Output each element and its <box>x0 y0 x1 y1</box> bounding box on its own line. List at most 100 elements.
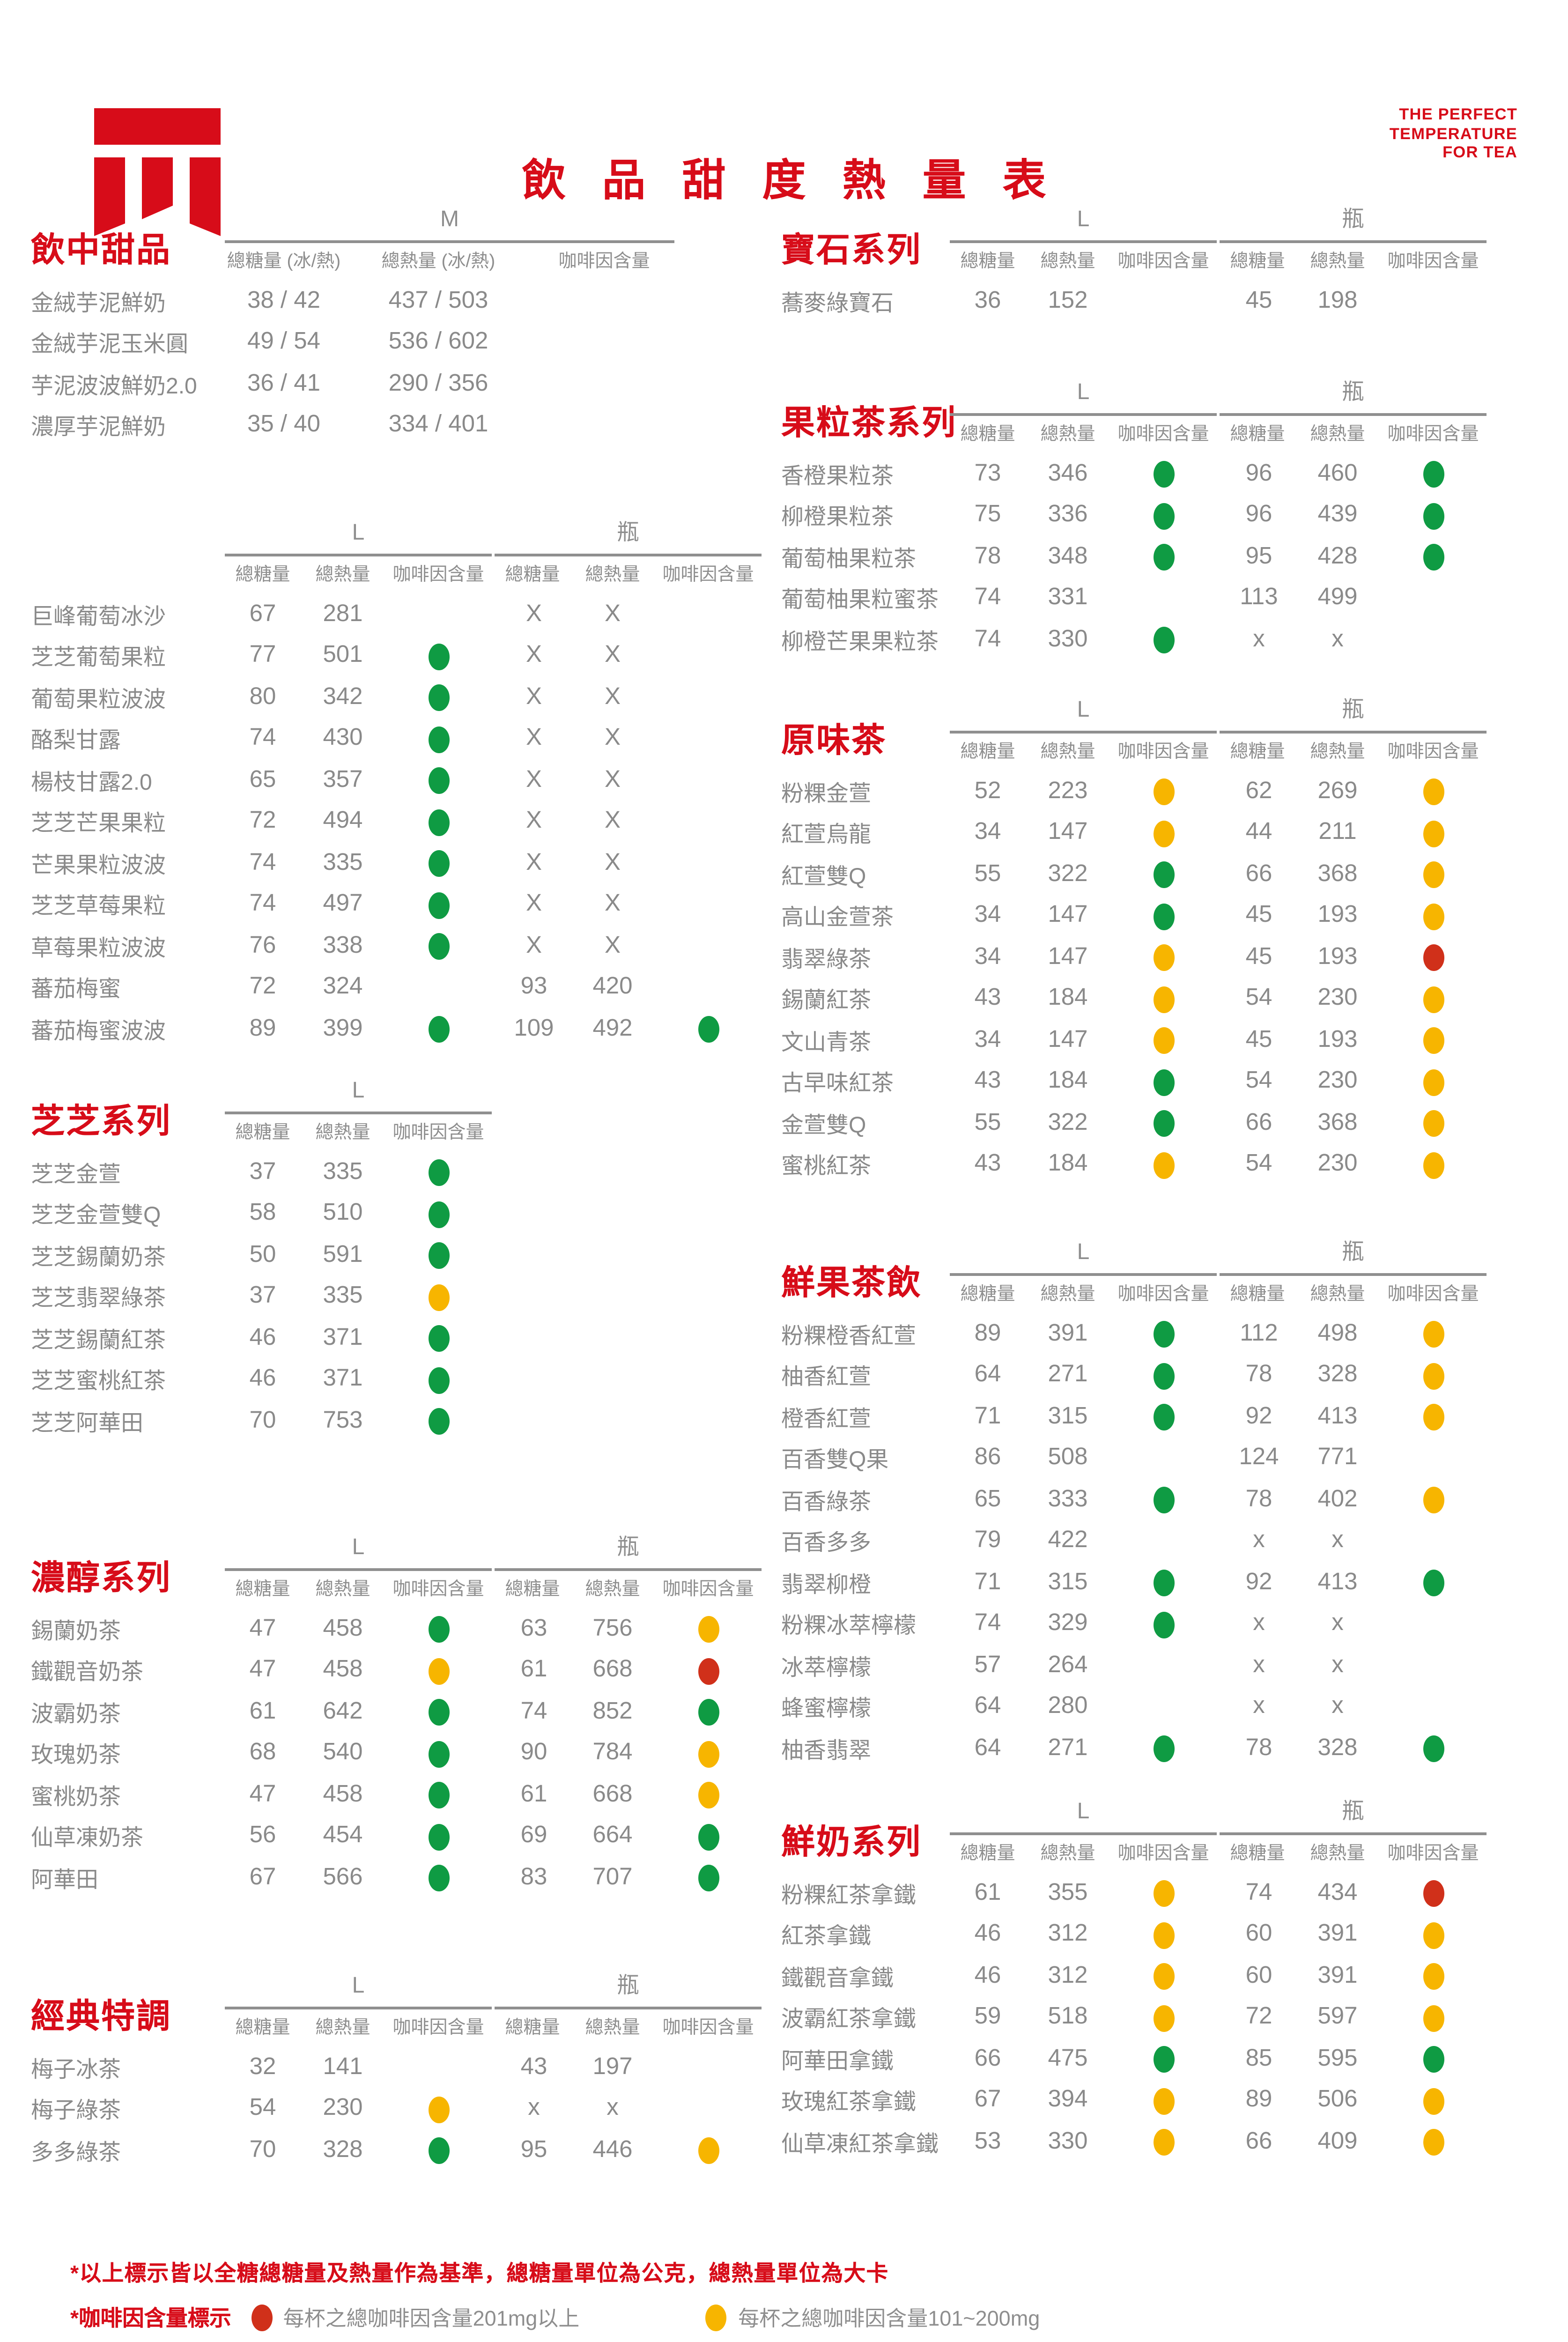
caffeine-cell <box>1380 1320 1487 1348</box>
sugar-value: 67 <box>249 1863 276 1890</box>
sugar-value: X <box>525 848 542 875</box>
drink-name: 蕃茄梅蜜波波 <box>31 1020 166 1044</box>
size-group: L 總糖量 總熱量 咖啡因含量 <box>950 208 1217 271</box>
sugar-value: 90 <box>520 1738 547 1765</box>
size-group: 瓶總糖量 總熱量 咖啡因含量 <box>1220 698 1487 762</box>
sugar-value: 95 <box>1245 542 1272 569</box>
header-rule <box>495 554 762 556</box>
calorie-value: 336 <box>1048 500 1088 527</box>
calorie-value: 413 <box>1317 1568 1358 1595</box>
sugar-value: 45 <box>1245 1025 1272 1052</box>
drink-row: 玫瑰奶茶 68 540 90 784 <box>31 1732 764 1774</box>
sugar-value: 37 <box>249 1282 276 1309</box>
drink-name: 酪梨甘露 <box>31 729 121 754</box>
drink-name: 粉粿冰萃檸檬 <box>781 1615 917 1639</box>
size-group: L 總糖量 總熱量 咖啡因含量 <box>225 521 492 585</box>
caffeine-cell <box>385 1656 492 1685</box>
calorie-value: 198 <box>1317 286 1358 313</box>
caffeine-green-dot-icon <box>428 1408 449 1435</box>
sugar-value: 54 <box>1245 984 1272 1011</box>
sugar-value: 52 <box>974 777 1001 804</box>
caffeine-cell <box>655 1864 762 1892</box>
sugar-value: 47 <box>249 1780 276 1807</box>
calorie-value: 399 <box>323 1014 363 1041</box>
caffeine-cell <box>655 1698 762 1726</box>
caffeine-cell <box>1380 2086 1487 2115</box>
drink-row: 金絨芋泥玉米圓 49 / 54 536 / 602 <box>31 321 764 363</box>
column-label: 總熱量 <box>1310 1842 1365 1863</box>
caffeine-cell <box>1110 1320 1217 1348</box>
caffeine-green-dot-icon <box>428 850 449 877</box>
calorie-value: 499 <box>1317 583 1358 610</box>
calorie-value: 324 <box>323 972 363 1000</box>
sugar-value: 46 <box>974 1961 1001 1988</box>
drink-name: 粉粿橙香紅萱 <box>781 1325 917 1349</box>
drink-row: 錫蘭奶茶 47 458 63 756 <box>31 1608 764 1649</box>
column-labels: 總糖量 總熱量 咖啡因含量 <box>950 423 1217 444</box>
caffeine-yellow-dot-icon <box>1422 1110 1444 1137</box>
drink-row: 蜜桃紅茶 43 184 54 230 <box>781 1143 1531 1185</box>
drink-name: 芝芝翡翠綠茶 <box>31 1287 166 1312</box>
drink-row: 粉粿冰萃檸檬 74 329 x x <box>781 1603 1531 1645</box>
column-labels: 總糖量 總熱量 咖啡因含量 <box>225 1578 492 1599</box>
column-label: 總熱量 <box>1040 1283 1095 1304</box>
caffeine-cell <box>655 1615 762 1643</box>
header-rule <box>225 1568 492 1571</box>
sugar-value: 74 <box>974 583 1001 610</box>
column-labels: 總糖量 總熱量 咖啡因含量 <box>1220 423 1487 444</box>
brand-logo <box>94 108 221 237</box>
sugar-value: 75 <box>974 500 1001 527</box>
sugar-value: 55 <box>974 1108 1001 1135</box>
sugar-value: 46 <box>974 1920 1001 1947</box>
sugar-value: 89 <box>974 1319 1001 1346</box>
size-group: L 總糖量 總熱量 咖啡因含量 <box>950 698 1217 762</box>
caffeine-cell <box>385 683 492 711</box>
caffeine-cell <box>1380 1734 1487 1763</box>
calorie-value: 394 <box>1048 2085 1088 2112</box>
size-label: L <box>1077 698 1090 722</box>
drink-row: 波霸奶茶 61 642 74 852 <box>31 1690 764 1732</box>
caffeine-cell <box>1110 819 1217 847</box>
column-label: 咖啡因含量 <box>662 1578 754 1599</box>
column-label: 總熱量 <box>1310 250 1365 271</box>
caffeine-green-dot-icon <box>428 1367 449 1394</box>
sugar-value: 65 <box>974 1485 1001 1512</box>
section-title: 果粒茶系列 <box>781 405 957 443</box>
drink-row: 錫蘭紅茶 43 184 54 230 <box>781 978 1531 1019</box>
column-labels: 總糖量 總熱量 咖啡因含量 <box>950 741 1217 762</box>
caffeine-cell <box>1380 1361 1487 1390</box>
section-rows: 金絨芋泥鮮奶 38 / 42 437 / 503 金絨芋泥玉米圓 49 / 54 536 … <box>31 280 764 445</box>
sugar-value: 78 <box>1245 1485 1272 1512</box>
calorie-value: 458 <box>323 1780 363 1807</box>
sugar-value: 93 <box>520 972 547 1000</box>
drink-name: 香橙果粒茶 <box>781 465 894 489</box>
drink-row: 芝芝金萱雙Q 58 510 <box>31 1193 764 1234</box>
caffeine-green-dot-icon <box>1153 1110 1174 1137</box>
caffeine-green-dot-icon <box>1422 544 1444 571</box>
caffeine-green-dot-icon <box>428 1782 449 1809</box>
caffeine-cell <box>655 725 762 751</box>
drink-row: 芒果果粒波波 74 335 X X <box>31 842 764 883</box>
caffeine-cell <box>1110 1693 1217 1719</box>
calorie-value: 437 / 503 <box>388 286 488 313</box>
size-group: 瓶總糖量 總熱量 咖啡因含量 <box>1220 1241 1487 1304</box>
caffeine-green-dot-icon <box>1153 1487 1174 1514</box>
logo-left-bar-shape <box>94 157 125 236</box>
brand-slogan-line: FOR TEA <box>1442 145 1517 162</box>
sugar-value: 74 <box>520 1697 547 1724</box>
header-rule <box>225 240 674 243</box>
caffeine-green-dot-icon <box>428 1325 449 1352</box>
calorie-value: 368 <box>1317 860 1358 887</box>
caffeine-cell <box>385 1282 492 1311</box>
calorie-value: X <box>604 848 621 875</box>
caffeine-yellow-dot-icon <box>1422 1922 1444 1949</box>
caffeine-green-dot-icon <box>1153 1069 1174 1096</box>
sugar-value: 34 <box>974 818 1001 845</box>
calorie-value: 315 <box>1048 1402 1088 1429</box>
caffeine-cell <box>1110 1026 1217 1054</box>
calorie-value: 668 <box>592 1655 633 1682</box>
drink-row: 多多綠茶 70 328 95 446 <box>31 2129 764 2171</box>
calorie-value: 328 <box>1317 1734 1358 1761</box>
caffeine-yellow-dot-icon <box>428 1658 449 1685</box>
drink-row: 芝芝芒果果粒 72 494 X X <box>31 800 764 842</box>
